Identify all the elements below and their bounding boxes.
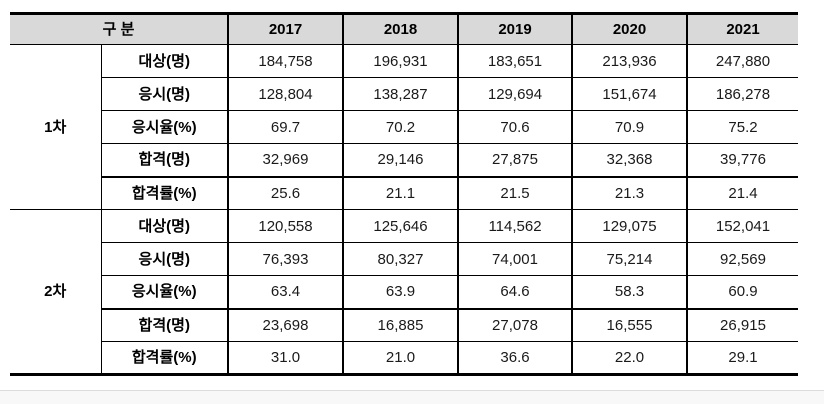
cell-value: 74,001	[457, 242, 572, 276]
cell-value: 186,278	[686, 77, 798, 111]
header-category: 구 분	[10, 13, 228, 45]
cell-value: 63.9	[342, 275, 458, 309]
cell-value: 247,880	[686, 44, 798, 78]
table-row: 응시율(%) 69.7 70.2 70.6 70.9 75.2	[10, 110, 798, 144]
table-row: 응시율(%) 63.4 63.9 64.6 58.3 60.9	[10, 275, 798, 309]
page-bottom-strip	[0, 390, 824, 404]
cell-value: 76,393	[227, 242, 343, 276]
cell-value: 23,698	[227, 308, 343, 342]
cell-value: 36.6	[457, 341, 572, 375]
cell-value: 21.4	[686, 176, 798, 210]
table-row: 응시(명) 76,393 80,327 74,001 75,214 92,569	[10, 242, 798, 276]
cell-value: 152,041	[686, 209, 798, 243]
header-year-2021: 2021	[686, 13, 798, 45]
metric-label: 합격(명)	[100, 143, 228, 177]
cell-value: 64.6	[457, 275, 572, 309]
cell-value: 32,368	[571, 143, 687, 177]
header-row: 구 분 2017 2018 2019 2020 2021	[10, 13, 798, 45]
header-year-2017: 2017	[227, 13, 343, 45]
group-label-round1: 1차	[10, 44, 101, 210]
metric-label: 합격률(%)	[100, 341, 228, 375]
cell-value: 22.0	[571, 341, 687, 375]
metric-label: 대상(명)	[100, 44, 228, 78]
cell-value: 70.2	[342, 110, 458, 144]
cell-value: 75,214	[571, 242, 687, 276]
table-row: 합격률(%) 25.6 21.1 21.5 21.3 21.4	[10, 176, 798, 210]
cell-value: 125,646	[342, 209, 458, 243]
cell-value: 32,969	[227, 143, 343, 177]
cell-value: 80,327	[342, 242, 458, 276]
cell-value: 21.5	[457, 176, 572, 210]
cell-value: 151,674	[571, 77, 687, 111]
cell-value: 25.6	[227, 176, 343, 210]
cell-value: 58.3	[571, 275, 687, 309]
table-row: 응시(명) 128,804 138,287 129,694 151,674 18…	[10, 77, 798, 111]
cell-value: 31.0	[227, 341, 343, 375]
metric-label: 합격률(%)	[100, 176, 228, 210]
cell-value: 21.3	[571, 176, 687, 210]
table-row: 합격률(%) 31.0 21.0 36.6 22.0 29.1	[10, 341, 798, 375]
cell-value: 29,146	[342, 143, 458, 177]
cell-value: 183,651	[457, 44, 572, 78]
cell-value: 16,885	[342, 308, 458, 342]
metric-label: 응시(명)	[100, 77, 228, 111]
table-row: 2차 대상(명) 120,558 125,646 114,562 129,075…	[10, 209, 798, 375]
cell-value: 21.1	[342, 176, 458, 210]
cell-value: 27,078	[457, 308, 572, 342]
table-row: 1차 대상(명) 184,758 196,931 183,651 213,936…	[10, 44, 798, 210]
cell-value: 75.2	[686, 110, 798, 144]
group-label-round2: 2차	[10, 209, 101, 375]
header-year-2019: 2019	[457, 13, 572, 45]
header-year-2020: 2020	[571, 13, 687, 45]
cell-value: 129,075	[571, 209, 687, 243]
cell-value: 92,569	[686, 242, 798, 276]
cell-value: 39,776	[686, 143, 798, 177]
cell-value: 60.9	[686, 275, 798, 309]
cell-value: 69.7	[227, 110, 343, 144]
metric-label: 응시율(%)	[100, 110, 228, 144]
cell-value: 138,287	[342, 77, 458, 111]
cell-value: 16,555	[571, 308, 687, 342]
metric-label: 응시(명)	[100, 242, 228, 276]
exam-statistics-table-wrap: 구 분 2017 2018 2019 2020 2021 1차 대상(명) 18…	[10, 12, 798, 376]
cell-value: 120,558	[227, 209, 343, 243]
cell-value: 213,936	[571, 44, 687, 78]
cell-value: 129,694	[457, 77, 572, 111]
table-row: 합격(명) 32,969 29,146 27,875 32,368 39,776	[10, 143, 798, 177]
cell-value: 27,875	[457, 143, 572, 177]
cell-value: 70.9	[571, 110, 687, 144]
cell-value: 29.1	[686, 341, 798, 375]
cell-value: 128,804	[227, 77, 343, 111]
cell-value: 63.4	[227, 275, 343, 309]
table-row: 합격(명) 23,698 16,885 27,078 16,555 26,915	[10, 308, 798, 342]
metric-label: 합격(명)	[100, 308, 228, 342]
cell-value: 21.0	[342, 341, 458, 375]
exam-statistics-table: 구 분 2017 2018 2019 2020 2021 1차 대상(명) 18…	[10, 12, 798, 376]
cell-value: 70.6	[457, 110, 572, 144]
cell-value: 196,931	[342, 44, 458, 78]
header-year-2018: 2018	[342, 13, 458, 45]
cell-value: 114,562	[457, 209, 572, 243]
cell-value: 26,915	[686, 308, 798, 342]
cell-value: 184,758	[227, 44, 343, 78]
metric-label: 대상(명)	[100, 209, 228, 243]
metric-label: 응시율(%)	[100, 275, 228, 309]
